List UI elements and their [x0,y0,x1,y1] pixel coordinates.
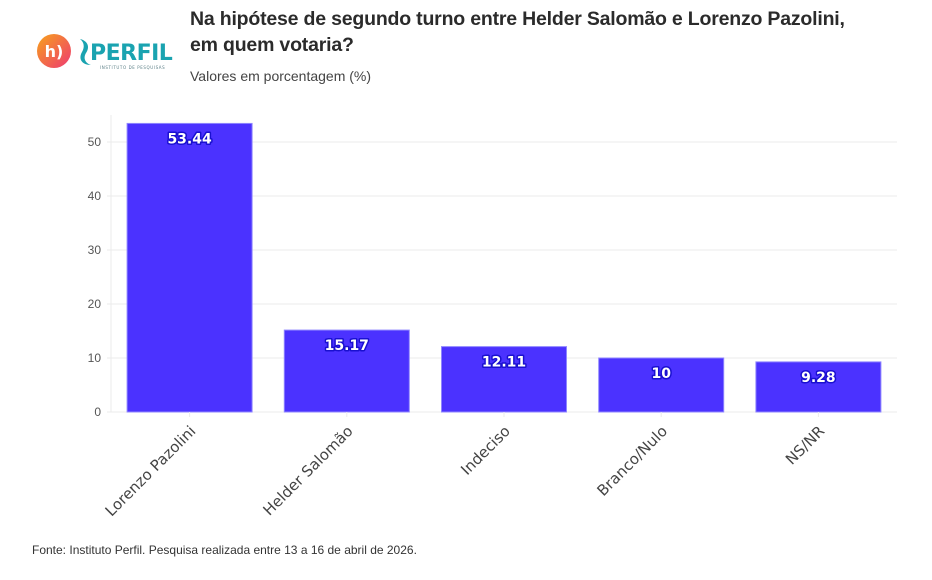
logo-badge-icon [37,34,71,68]
y-tick-label: 0 [94,405,101,419]
y-tick-label: 30 [88,243,102,257]
chart-title-line-2: em quem votaria? [190,34,354,56]
source-note: Fonte: Instituto Perfil. Pesquisa realiz… [32,543,417,557]
bars [126,122,882,413]
data-label: 12.11 [482,355,526,371]
logo-brand-text: PERFIL [90,41,173,66]
data-labels: 53.44 15.17 12.11 10 9.28 [166,130,837,387]
logo-leaf-icon [80,39,91,65]
data-label: 10 [651,366,671,382]
x-tick-labels: Lorenzo Pazolini Helder Salomão Indeciso Br… [102,412,828,520]
data-label: 9.28 [801,370,836,386]
logo-badge-text: h) [45,42,64,61]
instituto-perfil-logo: h) PERFIL INSTITUTO DE PESQUISAS [37,34,173,70]
bar-lorenzo-pazolini[interactable] [126,122,253,413]
bar-indeciso[interactable] [441,346,567,413]
chart-subtitle: Valores em porcentagem (%) [190,68,372,84]
y-tick-label: 20 [88,297,102,311]
chart-title-line-1: Na hipótese de segundo turno entre Helde… [190,8,845,30]
data-label: 53.44 [167,131,212,147]
x-tick-label: NS/NR [782,422,828,468]
chart-title: Na hipótese de segundo turno entre Helde… [190,6,910,58]
bar-branco-nulo[interactable] [598,357,725,413]
axes: 0 10 20 30 40 50 [88,115,112,419]
data-label: 15.17 [325,338,369,354]
x-tick-label: Lorenzo Pazolini [102,422,200,520]
x-tick-label: Indeciso [457,422,514,479]
x-tick-label: Branco/Nulo [593,422,671,500]
bar-helder-salom-o[interactable] [283,329,410,413]
x-tick-label: Helder Salomão [259,422,356,519]
y-tick-label: 10 [88,351,102,365]
y-tick-label: 40 [88,189,102,203]
logo-tagline: INSTITUTO DE PESQUISAS [100,65,165,70]
y-tick-label: 50 [88,135,102,149]
bar-chart: 0 10 20 30 40 50 53.44 15.17 12.11 10 9.28 Lorenz… [88,115,897,520]
